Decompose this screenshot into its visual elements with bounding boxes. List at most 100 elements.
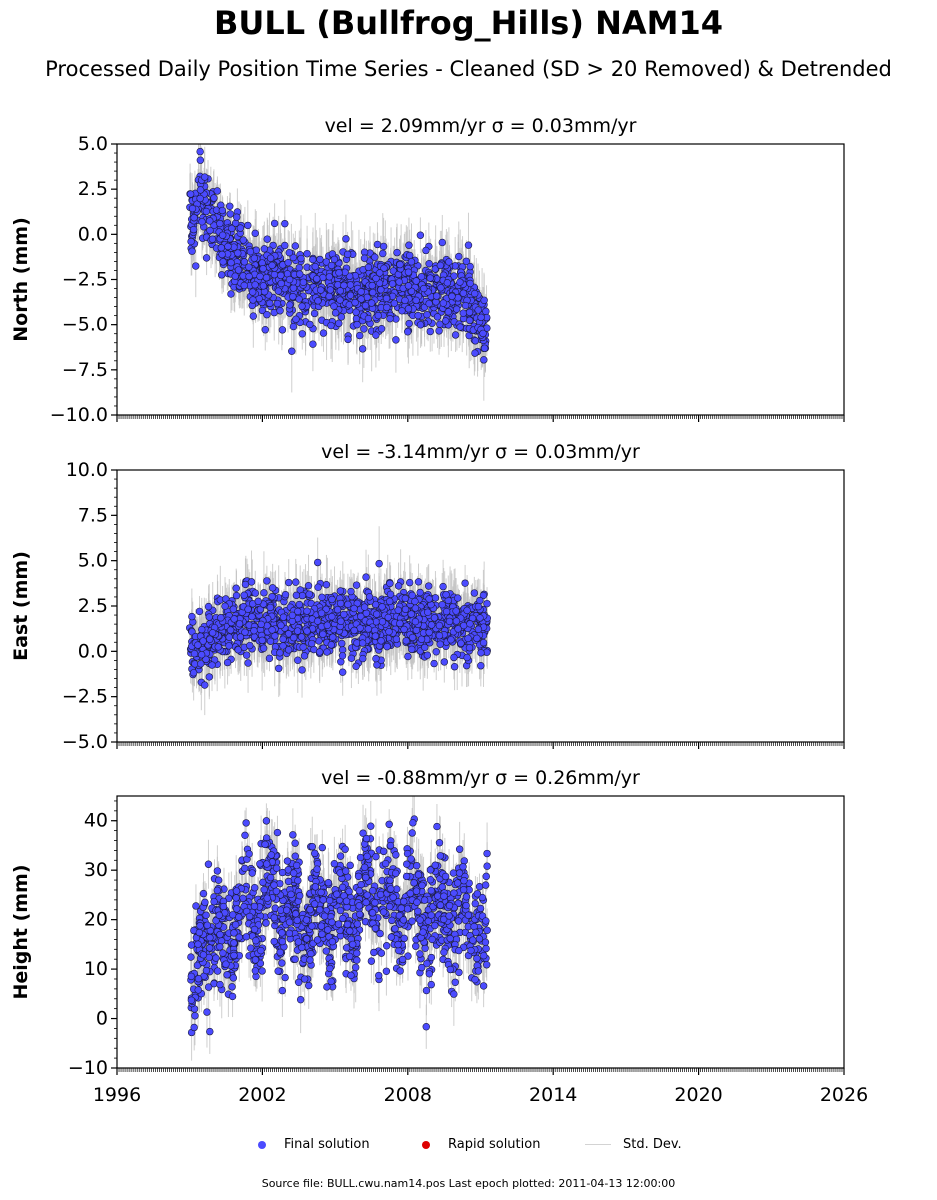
final-solution-point [313,275,321,283]
final-solution-point [452,305,461,313]
final-solution-point [260,245,269,253]
final-solution-point [231,272,239,280]
final-solution-point [242,651,251,659]
final-solution-point [375,559,383,568]
final-solution-point [346,281,355,289]
final-solution-point [464,241,473,249]
data-layer [186,526,491,716]
final-solution-point [310,309,319,318]
final-solution-point [336,296,344,304]
final-solution-point [277,279,285,288]
final-solution-point [367,299,376,307]
y-tick-label: −10.0 [50,404,108,426]
final-solution-point [227,258,235,267]
final-solution-point [361,301,370,310]
final-solution-point [480,296,488,304]
final-solution-point [335,319,343,328]
final-solution-point [432,648,440,656]
final-solution-point [465,308,474,317]
final-solution-point [392,336,400,344]
y-tick-label: −7.5 [62,359,108,381]
y-tick-label: 5.0 [78,133,108,155]
final-solution-point [325,292,333,300]
final-solution-point [201,681,209,689]
final-solution-point [330,255,339,264]
final-solution-point [433,313,442,321]
final-solution-point [374,311,382,320]
final-solution-point [388,280,397,288]
final-solution-point [376,269,384,277]
final-solution-point [380,264,388,272]
axes-frame [116,143,845,416]
final-solution-point [379,242,388,251]
final-solution-point [414,311,422,320]
final-solution-point [443,279,452,287]
final-solution-point [316,648,324,656]
final-solution-point [245,263,253,271]
y-axis-label: East (mm) [10,551,32,661]
final-solution-point [313,558,322,567]
final-solution-point [192,262,200,270]
final-solution-point [202,207,211,216]
final-solution-point [317,286,325,294]
final-solution-point [296,270,304,278]
final-solution-point [474,306,482,314]
final-solution-point [319,329,328,337]
final-solution-point [232,591,241,600]
final-solution-point [404,652,412,661]
final-solution-point [198,218,206,226]
final-solution-point [412,277,420,285]
final-solution-point [285,275,294,284]
final-solution-point [420,284,428,293]
final-solution-point [285,248,293,257]
final-solution-point [439,299,448,307]
final-solution-point [337,313,346,321]
final-solution-point [343,250,352,259]
final-solution-point [389,267,398,275]
final-solution-point [289,322,298,331]
y-tick-label: −5.0 [62,314,108,336]
final-solution-point [393,248,401,257]
final-solution-point [404,328,412,336]
final-solution-point [218,250,226,259]
final-solution-point [298,330,306,338]
final-solution-point [218,206,227,215]
final-solution-point [309,340,317,348]
final-solution-point [377,286,385,294]
final-solution-point [439,582,447,591]
final-solution-point [454,294,462,302]
final-solution-point [316,255,324,264]
final-solution-point [465,316,474,325]
final-solution-point [231,219,240,227]
final-solution-point [423,311,431,319]
final-solution-point [445,258,453,266]
final-solution-point [309,255,317,264]
final-solution-point [342,235,350,243]
final-solution-point [426,327,434,336]
final-solution-point [338,668,347,676]
final-solution-point [360,325,368,333]
final-solution-point [251,589,259,597]
final-solution-point [394,582,403,590]
final-solution-point [330,302,338,310]
final-solution-point [440,658,449,666]
final-solution-point [444,308,453,316]
final-solution-point [189,225,198,234]
final-solution-point [208,235,217,243]
final-solution-point [448,292,456,301]
final-solution-point [417,273,426,281]
final-solution-point [246,247,255,256]
final-solution-point [364,314,373,323]
final-solution-point [311,262,319,271]
final-solution-point [386,314,394,323]
final-solution-point [303,250,311,258]
final-solution-point [270,270,279,279]
final-solution-point [234,249,242,257]
final-solution-point [357,295,365,303]
y-tick-label: −2.5 [62,269,108,291]
panel-title: vel = -3.14mm/yr σ = 0.03mm/yr [321,441,640,463]
final-solution-point [289,292,297,301]
final-solution-point [218,231,227,239]
final-solution-point [219,258,227,266]
final-solution-point [248,288,257,296]
